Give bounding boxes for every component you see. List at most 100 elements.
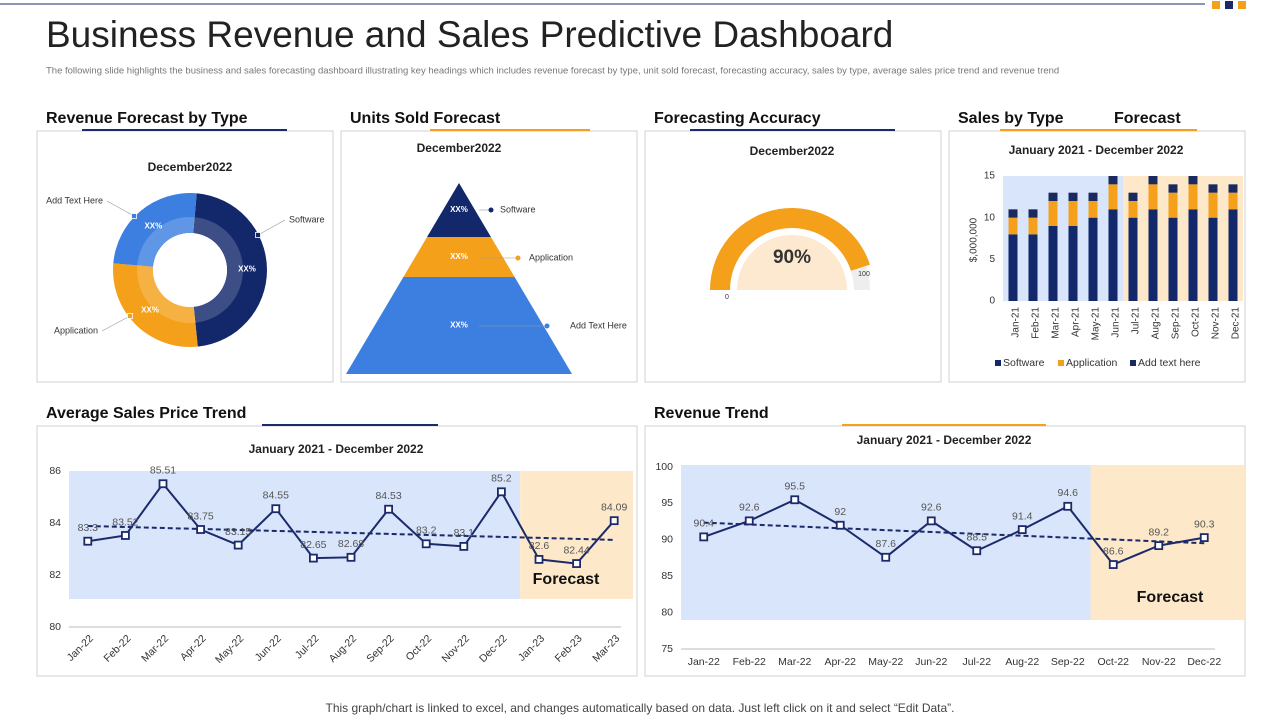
decor-square xyxy=(1238,1,1246,9)
y-tick-label: 95 xyxy=(661,497,673,509)
bar-segment xyxy=(1088,192,1098,201)
forecast-shade xyxy=(1123,176,1243,301)
bar-segment xyxy=(1068,226,1078,301)
pyramid-level xyxy=(427,183,491,237)
bar-segment xyxy=(1028,209,1038,218)
line-marker xyxy=(1154,541,1164,551)
data-label: 94.6 xyxy=(1058,487,1079,499)
y-tick-label: 15 xyxy=(984,171,996,182)
x-tick-label: Aug-22 xyxy=(1005,656,1039,668)
data-label: 84.09 xyxy=(601,501,627,513)
callout-label: Software xyxy=(289,214,325,224)
data-label: 84.55 xyxy=(263,489,289,501)
x-tick-label: May-21 xyxy=(1091,307,1102,341)
data-label: 82.65 xyxy=(300,539,326,551)
x-tick-label: Mar-21 xyxy=(1051,307,1062,339)
data-label: 83.15 xyxy=(225,526,251,538)
bar-segment xyxy=(1208,192,1218,218)
data-label: 83.2 xyxy=(416,525,437,537)
bar-segment xyxy=(1048,226,1058,301)
y-tick-label: 82 xyxy=(49,569,61,581)
x-tick-label: Oct-22 xyxy=(1097,656,1129,668)
slice-label: XX% xyxy=(450,252,468,261)
line-marker xyxy=(881,552,891,562)
chart-subtitle: January 2021 - December 2022 xyxy=(1009,143,1184,157)
y-tick-label: 90 xyxy=(661,534,673,546)
x-tick-label: Sep-22 xyxy=(1051,656,1085,668)
callout-label: Software xyxy=(500,204,536,214)
annotation: Forecast xyxy=(1114,110,1181,127)
line-marker xyxy=(384,504,394,514)
y-tick-label: 80 xyxy=(49,621,61,633)
x-tick-label: Sep-21 xyxy=(1171,307,1182,340)
legend-label: Software xyxy=(1003,357,1045,369)
x-tick-label: May-22 xyxy=(868,656,903,668)
y-tick-label: 5 xyxy=(989,254,995,265)
panel-title: Forecasting Accuracy xyxy=(654,110,821,127)
callout-label: Application xyxy=(529,252,573,262)
bar-segment xyxy=(1048,192,1058,201)
x-tick-label: Feb-22 xyxy=(733,656,766,668)
bar-segment xyxy=(1068,201,1078,226)
bar-segment xyxy=(1228,209,1238,301)
chart-subtitle: January 2021 - December 2022 xyxy=(249,442,424,456)
chart-subtitle: January 2021 - December 2022 xyxy=(857,433,1032,447)
data-label: 88.5 xyxy=(967,532,988,544)
line-marker xyxy=(926,516,936,526)
callout-label: Add Text Here xyxy=(46,195,103,205)
bar-segment xyxy=(1048,201,1058,226)
data-label: 83.52 xyxy=(112,516,138,528)
bar-segment xyxy=(1108,184,1118,210)
bar-segment xyxy=(1148,209,1158,301)
x-tick-label: Feb-21 xyxy=(1031,307,1042,339)
line-marker xyxy=(572,559,581,568)
gauge-center xyxy=(737,235,847,290)
y-tick-label: 80 xyxy=(661,606,673,618)
y-tick-label: 84 xyxy=(49,517,61,529)
panel-title: Revenue Trend xyxy=(654,405,769,422)
slice-label: XX% xyxy=(238,265,256,274)
bar-segment xyxy=(1208,184,1218,193)
bar-segment xyxy=(1088,217,1098,301)
donut-inner-ring xyxy=(137,217,243,323)
callout-label: Add Text Here xyxy=(570,320,627,330)
callout-dot xyxy=(515,255,521,261)
line-marker xyxy=(609,516,619,526)
data-label: 84.53 xyxy=(375,490,401,502)
line-marker xyxy=(790,495,800,505)
bar-segment xyxy=(1188,209,1198,301)
y-tick-label: 0 xyxy=(989,296,995,307)
slice-label: XX% xyxy=(450,321,468,330)
pyramid-level xyxy=(403,237,515,277)
history-shade xyxy=(681,465,1091,620)
legend-swatch xyxy=(995,360,1001,366)
bar-segment xyxy=(1128,192,1138,201)
panel-title: Sales by Type xyxy=(958,110,1064,127)
bar-segment xyxy=(1108,176,1118,185)
slice-label: XX% xyxy=(144,221,162,230)
bar-segment xyxy=(1188,184,1198,210)
data-label: 92 xyxy=(834,506,846,518)
data-label: 87.6 xyxy=(876,538,897,550)
data-label: 92.6 xyxy=(739,502,760,514)
y-tick-label: 85 xyxy=(661,570,673,582)
y-tick-label: 86 xyxy=(49,465,61,477)
bar-segment xyxy=(1108,209,1118,301)
donut-slice xyxy=(112,263,198,347)
bar-segment xyxy=(1228,184,1238,193)
line-marker xyxy=(421,539,431,549)
line-marker xyxy=(121,531,130,540)
data-label: 83.3 xyxy=(78,522,99,534)
x-tick-label: Aug-21 xyxy=(1151,307,1162,340)
donut-slice xyxy=(193,193,267,347)
forecast-shade xyxy=(520,471,633,599)
x-tick-label: Mar-22 xyxy=(778,656,811,668)
bar-segment xyxy=(1208,217,1218,301)
bar-segment xyxy=(1168,192,1178,218)
data-label: 92.6 xyxy=(921,502,942,514)
callout-label: Application xyxy=(54,325,98,335)
bar-segment xyxy=(1168,184,1178,193)
callout-dot xyxy=(488,207,494,213)
data-label: 82.68 xyxy=(338,538,364,550)
